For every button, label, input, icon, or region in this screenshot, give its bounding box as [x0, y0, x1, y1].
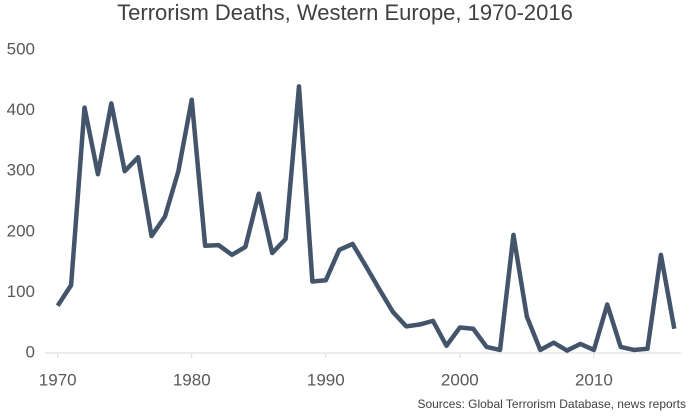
x-tick-label: 1970: [39, 370, 77, 389]
y-tick-label: 500: [7, 39, 35, 58]
y-tick-label: 0: [26, 342, 35, 361]
y-tick-label: 200: [7, 221, 35, 240]
source-note: Sources: Global Terrorism Database, news…: [417, 397, 686, 411]
x-tick-label: 2010: [575, 370, 613, 389]
y-tick-label: 300: [7, 161, 35, 180]
data-line: [55, 84, 677, 353]
y-tick-label: 100: [7, 282, 35, 301]
chart-title: Terrorism Deaths, Western Europe, 1970-2…: [117, 0, 573, 25]
x-tick-label: 1990: [307, 370, 345, 389]
y-tick-label: 400: [7, 100, 35, 119]
x-tick-label: 1980: [173, 370, 211, 389]
x-tick-label: 2000: [441, 370, 479, 389]
